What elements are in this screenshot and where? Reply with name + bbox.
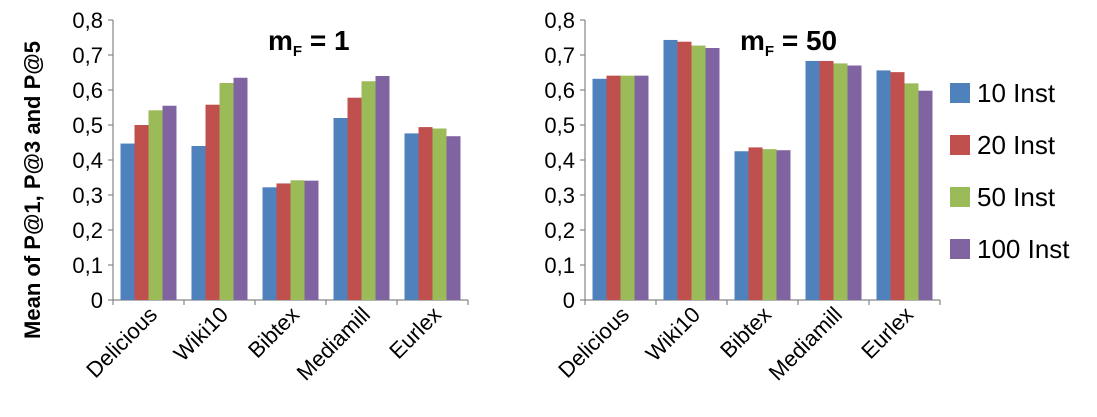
bar-delicious-10-inst bbox=[592, 78, 607, 300]
bar-delicious-20-inst bbox=[606, 75, 621, 301]
bar-mediamill-10-inst bbox=[805, 60, 820, 301]
bar-bibtex-100-inst bbox=[776, 150, 791, 300]
y-tick-label: 0,6 bbox=[72, 78, 103, 103]
y-tick-label: 0,2 bbox=[544, 218, 575, 243]
legend-label: 100 Inst bbox=[977, 234, 1070, 264]
legend-swatch bbox=[950, 83, 970, 103]
x-category-label: Eurlex bbox=[856, 302, 918, 364]
bar-wiki10-20-inst bbox=[205, 104, 220, 300]
chart-title: mF = 50 bbox=[740, 25, 837, 60]
bar-mediamill-20-inst bbox=[819, 60, 834, 301]
x-category-label: Delicious bbox=[81, 302, 162, 383]
bar-mediamill-100-inst bbox=[375, 76, 390, 300]
bar-mediamill-10-inst bbox=[333, 118, 348, 300]
y-tick-label: 0,2 bbox=[72, 218, 103, 243]
chart-title: mF = 1 bbox=[268, 25, 350, 60]
bar-mediamill-20-inst bbox=[347, 97, 362, 300]
bar-delicious-20-inst bbox=[134, 125, 149, 300]
y-tick-label: 0,4 bbox=[72, 148, 103, 173]
y-tick-label: 0,4 bbox=[544, 148, 575, 173]
bar-bibtex-20-inst bbox=[748, 147, 763, 300]
bar-bibtex-20-inst bbox=[276, 183, 291, 300]
legend-swatch bbox=[950, 187, 970, 207]
y-tick-label: 0,8 bbox=[72, 8, 103, 33]
bar-delicious-100-inst bbox=[162, 105, 177, 300]
bar-eurlex-50-inst bbox=[432, 128, 447, 300]
x-category-label: Mediamill bbox=[764, 302, 847, 385]
y-tick-label: 0,5 bbox=[544, 113, 575, 138]
bar-mediamill-100-inst bbox=[847, 65, 862, 300]
bar-bibtex-10-inst bbox=[734, 151, 749, 300]
legend: 10 Inst 20 Inst 50 Inst 100 Inst bbox=[950, 78, 1070, 264]
y-tick-label: 0 bbox=[91, 288, 103, 313]
y-tick-label: 0,5 bbox=[72, 113, 103, 138]
bar-eurlex-20-inst bbox=[418, 127, 433, 300]
bar-eurlex-50-inst bbox=[904, 83, 919, 300]
legend-label: 10 Inst bbox=[977, 78, 1056, 108]
bar-wiki10-10-inst bbox=[663, 39, 678, 300]
y-tick-label: 0,1 bbox=[72, 253, 103, 278]
legend-swatch bbox=[950, 135, 970, 155]
bar-eurlex-20-inst bbox=[890, 72, 905, 301]
bar-wiki10-100-inst bbox=[233, 77, 248, 300]
bar-delicious-100-inst bbox=[634, 75, 649, 301]
y-tick-label: 0,7 bbox=[544, 43, 575, 68]
x-category-label: Bibtex bbox=[715, 302, 776, 363]
y-tick-label: 0,1 bbox=[544, 253, 575, 278]
x-category-label: Wiki10 bbox=[641, 302, 705, 366]
bar-bibtex-50-inst bbox=[762, 149, 777, 300]
bar-bibtex-100-inst bbox=[304, 180, 319, 300]
bar-eurlex-10-inst bbox=[404, 133, 419, 300]
bar-delicious-50-inst bbox=[148, 110, 163, 300]
x-category-label: Mediamill bbox=[292, 302, 375, 385]
bar-bibtex-10-inst bbox=[262, 187, 277, 300]
bar-wiki10-20-inst bbox=[677, 41, 692, 300]
bar-wiki10-100-inst bbox=[705, 48, 720, 300]
legend-swatch bbox=[950, 239, 970, 259]
y-tick-label: 0,7 bbox=[72, 43, 103, 68]
bar-wiki10-50-inst bbox=[219, 83, 234, 300]
bar-delicious-50-inst bbox=[620, 75, 635, 301]
x-category-label: Bibtex bbox=[243, 302, 304, 363]
y-tick-label: 0 bbox=[563, 288, 575, 313]
y-tick-label: 0,3 bbox=[72, 183, 103, 208]
x-category-label: Eurlex bbox=[384, 302, 446, 364]
y-tick-label: 0,6 bbox=[544, 78, 575, 103]
x-category-label: Delicious bbox=[553, 302, 634, 383]
bar-mediamill-50-inst bbox=[833, 63, 848, 301]
bar-eurlex-100-inst bbox=[446, 136, 461, 300]
bar-wiki10-10-inst bbox=[191, 146, 206, 300]
bar-bibtex-50-inst bbox=[290, 180, 305, 300]
y-tick-label: 0,8 bbox=[544, 8, 575, 33]
x-category-label: Wiki10 bbox=[169, 302, 233, 366]
bar-eurlex-100-inst bbox=[918, 90, 933, 300]
legend-label: 50 Inst bbox=[977, 182, 1056, 212]
bar-wiki10-50-inst bbox=[691, 45, 706, 300]
chart-panel-1: 0 0,1 0,2 0,3 0,4 0,5 0,6 0,7 0,8 Delicious Wiki10… bbox=[72, 8, 469, 385]
bar-eurlex-10-inst bbox=[876, 70, 891, 301]
bar-delicious-10-inst bbox=[120, 143, 135, 300]
chart-panel-2: 0 0,1 0,2 0,3 0,4 0,5 0,6 0,7 0,8 Delicious Wiki10… bbox=[544, 8, 941, 385]
y-tick-label: 0,3 bbox=[544, 183, 575, 208]
y-axis-label: Mean of P@1, P@3 and P@5 bbox=[20, 41, 45, 339]
legend-label: 20 Inst bbox=[977, 130, 1056, 160]
bar-mediamill-50-inst bbox=[361, 81, 376, 300]
